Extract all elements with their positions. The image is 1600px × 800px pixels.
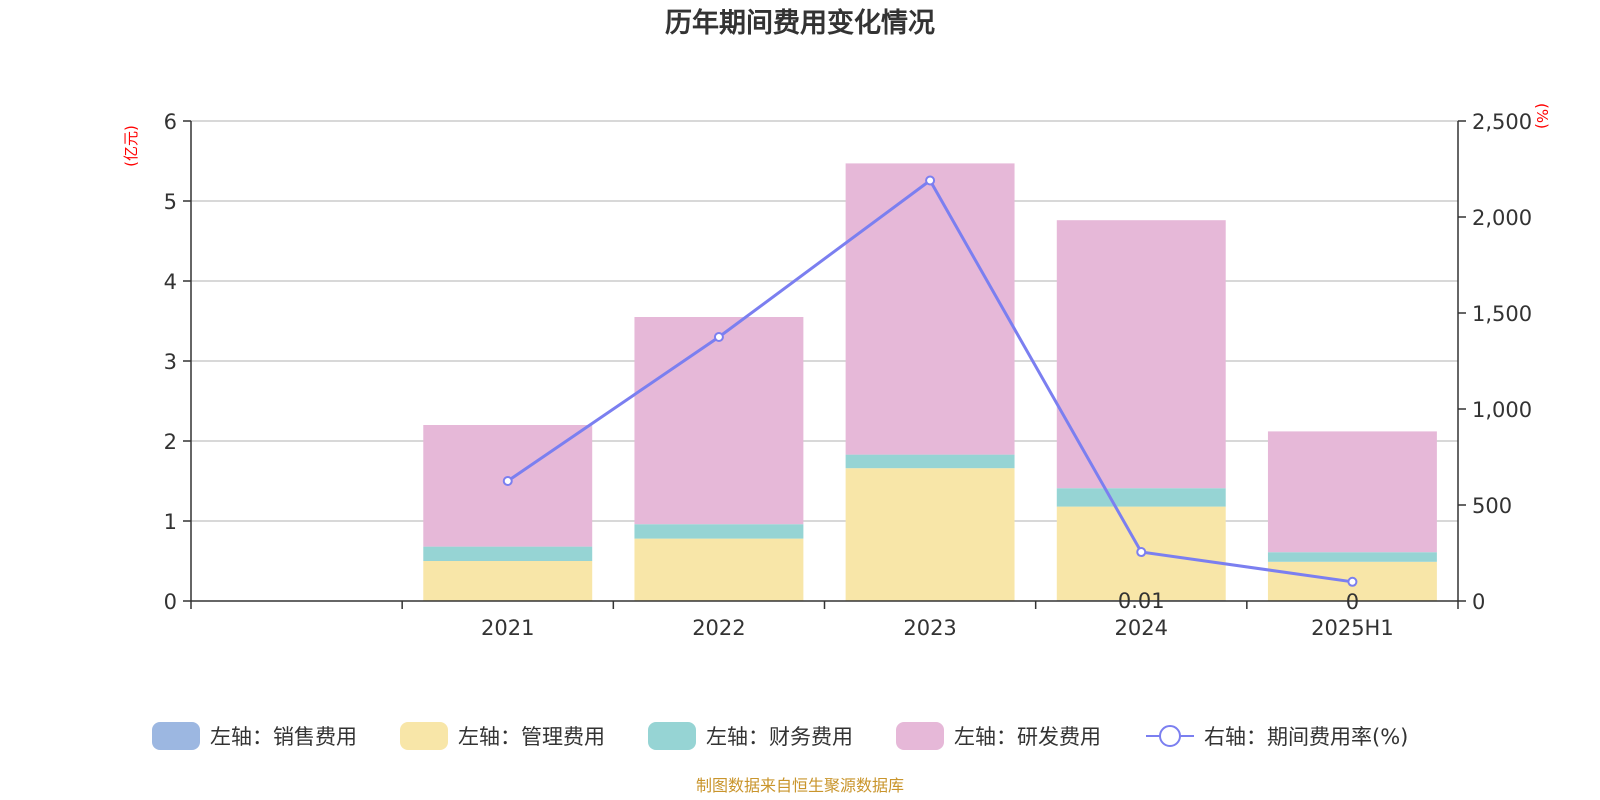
left-axis-tick-label: 3 (164, 350, 177, 374)
legend-label: 左轴：管理费用 (458, 725, 605, 749)
right-axis-tick-label: 0 (1472, 590, 1485, 614)
rate-line-point (1136, 547, 1147, 558)
axes: 0 1 2 3 4 5 6 0 500 1,000 1,500 2,000 2,500 2021 2022 2… (164, 110, 1533, 640)
bar-segment (634, 538, 804, 601)
right-axis-tick-label: 2,500 (1472, 110, 1532, 134)
bar-segment (845, 468, 1015, 601)
bar-segment (423, 561, 593, 601)
bar-segment (1267, 552, 1437, 562)
legend-swatch (648, 722, 696, 750)
rate-line-point (1347, 576, 1358, 587)
bars (423, 163, 1437, 601)
legend-label: 左轴：销售费用 (210, 725, 357, 749)
rate-line (502, 175, 1358, 587)
right-axis-tick-label: 1,500 (1472, 302, 1532, 326)
data-labels: 0.01 0 (1118, 589, 1359, 614)
legend-label: 左轴：研发费用 (954, 725, 1101, 749)
legend-marker (1159, 725, 1181, 747)
bar-segment (423, 546, 593, 561)
legend-label: 右轴：期间费用率(%) (1204, 725, 1408, 749)
bar-segment (634, 524, 804, 539)
gridlines (191, 120, 1458, 522)
right-axis-tick-label: 500 (1472, 494, 1512, 518)
legend: 左轴：销售费用 左轴：管理费用 左轴：财务费用 左轴：研发费用 右轴：期间费用率(%) (152, 722, 1408, 750)
bar-segment (1056, 488, 1226, 507)
data-label: 0.01 (1118, 589, 1165, 613)
right-axis-tick-label: 1,000 (1472, 398, 1532, 422)
left-axis-tick-label: 4 (164, 270, 177, 294)
source-note: 制图数据来自恒生聚源数据库 (696, 776, 904, 795)
left-axis-tick-label: 1 (164, 510, 177, 534)
left-axis-tick-label: 5 (164, 190, 177, 214)
left-axis-tick-label: 0 (164, 590, 177, 614)
legend-swatch (896, 722, 944, 750)
x-axis-tick-label: 2025H1 (1311, 616, 1394, 640)
x-axis-tick-label: 2023 (903, 616, 956, 640)
data-label: 0 (1346, 590, 1359, 614)
bar-segment (634, 317, 804, 525)
x-axis-tick-label: 2021 (481, 616, 534, 640)
legend-label: 左轴：财务费用 (706, 725, 853, 749)
bar-segment (845, 163, 1015, 455)
left-axis-tick-label: 6 (164, 110, 177, 134)
right-axis-unit: (%) (1533, 103, 1551, 129)
x-axis-tick-label: 2024 (1115, 616, 1168, 640)
bar-segment (845, 454, 1015, 469)
rate-line-point (925, 175, 936, 186)
chart-title: 历年期间费用变化情况 (665, 7, 935, 39)
bar-segment (1267, 431, 1437, 553)
legend-swatch (152, 722, 200, 750)
left-axis-tick-label: 2 (164, 430, 177, 454)
rate-line-point (713, 332, 724, 342)
rate-line-point (502, 476, 513, 486)
right-axis-tick-label: 2,000 (1472, 206, 1532, 230)
bar-segment (1056, 220, 1226, 489)
x-axis-tick-label: 2022 (692, 616, 745, 640)
left-axis-unit: (亿元) (122, 125, 140, 167)
legend-swatch (400, 722, 448, 750)
